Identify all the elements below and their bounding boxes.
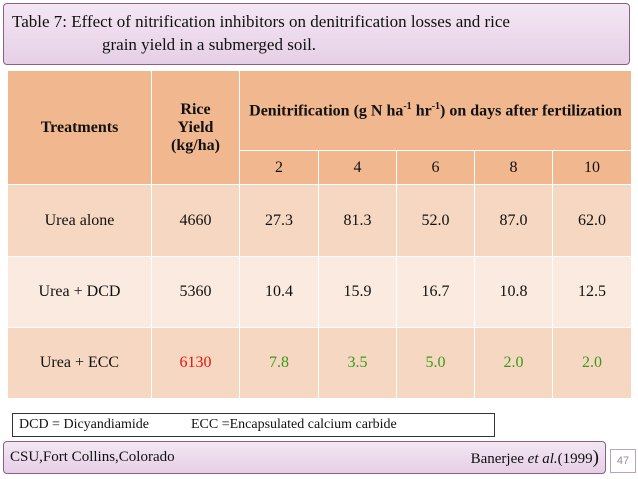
header-day-4: 4 bbox=[318, 150, 397, 185]
header-yield-line-1: Rice bbox=[180, 100, 211, 118]
footer-institution: CSU,Fort Collins,Colorado bbox=[10, 449, 175, 465]
value-cell: 10.8 bbox=[474, 256, 553, 328]
treatment-cell: Urea + ECC bbox=[7, 327, 152, 399]
denit-header-sup-2: -1 bbox=[431, 100, 441, 112]
yield-cell: 4660 bbox=[151, 184, 240, 257]
ref-author: Banerjee bbox=[470, 450, 528, 467]
value-cell-highlight: 3.5 bbox=[318, 327, 397, 399]
value-cell: 16.7 bbox=[396, 256, 475, 328]
footer-reference: Banerjee et al.(1999) bbox=[471, 447, 599, 469]
value-cell-highlight: 2.0 bbox=[551, 327, 633, 399]
denit-header-text-3: ) on days after fertilization bbox=[440, 102, 622, 120]
value-cell: 15.9 bbox=[318, 256, 397, 328]
header-day-10: 10 bbox=[551, 150, 633, 185]
treatment-cell: Urea + DCD bbox=[7, 256, 152, 328]
value-cell: 12.5 bbox=[551, 256, 633, 328]
treatment-cell: Urea alone bbox=[7, 184, 152, 257]
value-cell: 62.0 bbox=[551, 184, 633, 257]
value-cell-highlight: 5.0 bbox=[396, 327, 475, 399]
yield-cell-highlight: 6130 bbox=[151, 327, 240, 399]
yield-cell: 5360 bbox=[151, 256, 240, 328]
table-row: Urea + ECC 6130 7.8 3.5 5.0 2.0 2.0 bbox=[7, 327, 633, 399]
value-cell: 10.4 bbox=[239, 256, 319, 328]
header-yield-line-3: (kg/ha) bbox=[171, 136, 220, 154]
value-cell: 52.0 bbox=[396, 184, 475, 257]
note-ecc: ECC =Encapsulated calcium carbide bbox=[190, 417, 397, 432]
page-number: 47 bbox=[610, 449, 636, 473]
value-cell: 87.0 bbox=[474, 184, 553, 257]
value-cell: 27.3 bbox=[239, 184, 319, 257]
header-denitrification: Denitrification (g N ha-1 hr-1) on days … bbox=[238, 70, 633, 151]
abbreviation-note: DCD = Dicyandiamide ECC =Encapsulated cal… bbox=[12, 413, 495, 437]
header-day-6: 6 bbox=[396, 150, 475, 185]
header-day-8: 8 bbox=[474, 150, 553, 185]
ref-close: ) bbox=[592, 446, 599, 468]
table-row: Urea alone 4660 27.3 81.3 52.0 87.0 62.0 bbox=[7, 184, 633, 257]
results-table: Treatments Rice Yield (kg/ha) Denitrific… bbox=[7, 70, 633, 399]
slide-footer: CSU,Fort Collins,Colorado Banerjee et al… bbox=[3, 441, 606, 474]
title-line-2: grain yield in a submerged soil. bbox=[102, 35, 317, 54]
denit-header-text-2: hr bbox=[411, 102, 432, 120]
title-line-1: Table 7: Effect of nitrification inhibit… bbox=[12, 12, 510, 31]
value-cell: 81.3 bbox=[318, 184, 397, 257]
value-cell-highlight: 2.0 bbox=[474, 327, 553, 399]
table-row: Urea + DCD 5360 10.4 15.9 16.7 10.8 12.5 bbox=[7, 256, 633, 328]
note-dcd: DCD = Dicyandiamide bbox=[19, 417, 149, 432]
value-cell-highlight: 7.8 bbox=[239, 327, 319, 399]
header-treatments: Treatments bbox=[7, 70, 152, 185]
header-day-2: 2 bbox=[239, 150, 319, 185]
slide-title: Table 7: Effect of nitrification inhibit… bbox=[3, 3, 630, 65]
denit-header-text-1: Denitrification (g N ha bbox=[249, 102, 404, 120]
header-rice-yield: Rice Yield (kg/ha) bbox=[151, 70, 240, 185]
ref-etal: et al. bbox=[527, 450, 558, 467]
ref-year: (1999 bbox=[557, 450, 593, 467]
denit-header-sup-1: -1 bbox=[403, 100, 412, 112]
header-yield-line-2: Yield bbox=[177, 118, 214, 136]
